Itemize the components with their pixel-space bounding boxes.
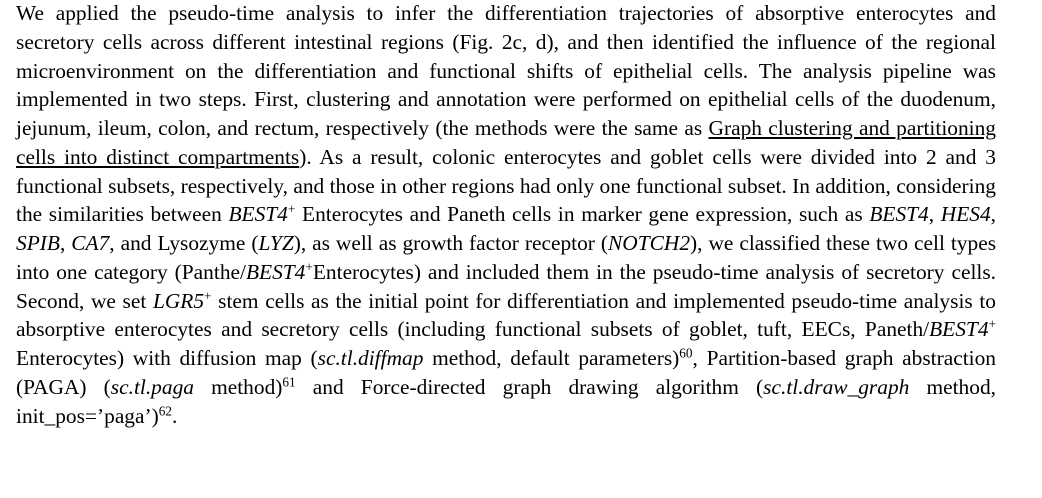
text-run: ), as well as growth factor receptor ( [293,231,608,255]
link[interactable]: Graph clustering and partitioning cells … [16,116,996,169]
text-run: , [59,231,72,255]
text-run: , [990,202,997,227]
text-run: method) [193,374,283,399]
text-run: ), we classified these two cell types in… [16,231,997,284]
superscript: 62 [158,403,172,419]
superscript: 61 [282,374,296,390]
text-run: , and Lysozyme ( [109,231,259,255]
text-run: Enterocytes) and included them in the ps… [16,259,996,313]
italic-text: SPIB [16,231,60,255]
italic-text: HES4 [940,202,991,227]
italic-text: sc.tl.paga [110,374,194,399]
text-run: Enterocytes and Paneth cells in marker g… [295,202,870,227]
superscript: + [204,288,212,304]
text-run: We applied the pseudo-time analysis to i… [16,1,996,140]
superscript: + [287,201,296,217]
text-run: stem cells as the initial point for diff… [16,288,996,342]
text-run: ). As a result, colonic enterocytes and … [16,144,996,227]
italic-text: sc.tl.draw_graph [763,374,910,399]
text-run: Enterocytes) with diffusion map ( [16,346,318,370]
italic-text: CA7 [71,231,110,255]
italic-text: BEST4 [245,259,306,284]
text-run: . [172,403,178,428]
italic-text: LYZ [258,231,294,255]
italic-text: LGR5 [152,288,205,313]
italic-text: BEST4 [869,202,929,227]
italic-text: BEST4 [929,317,989,342]
text-run: method, init_pos=’paga’) [16,374,996,428]
superscript: 60 [679,345,693,361]
italic-text: sc.tl.diffmap [317,346,424,370]
italic-text: BEST4 [228,202,288,227]
italic-text: NOTCH2 [608,231,691,255]
paragraph: We applied the pseudo-time analysis to i… [16,0,996,430]
text-run: , Partition-based graph abstraction (PAG… [16,346,996,399]
text-run: , [928,202,941,227]
text-run: method, default parameters) [423,346,680,370]
superscript: + [305,259,313,275]
document: We applied the pseudo-time analysis to i… [16,0,996,430]
text-run: and Force-directed graph drawing algorit… [295,374,764,399]
superscript: + [988,316,996,332]
